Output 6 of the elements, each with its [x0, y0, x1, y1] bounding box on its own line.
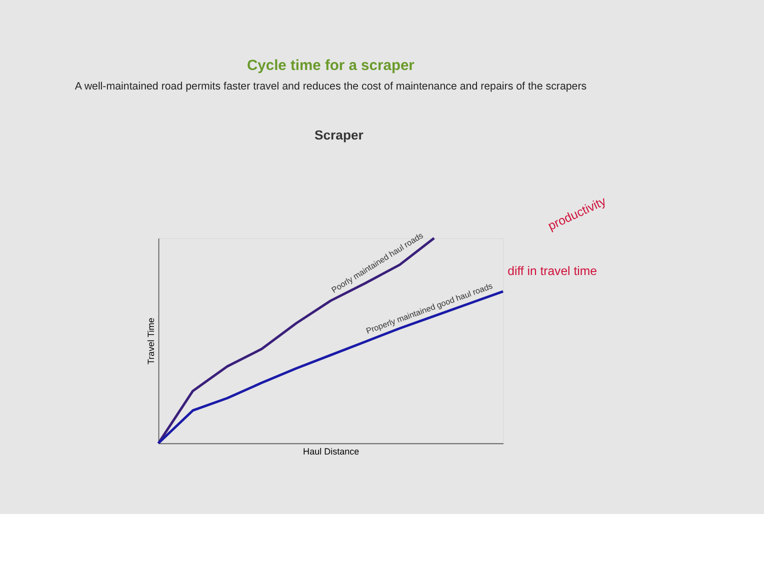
text: Scraper [314, 128, 364, 143]
chart-subtitle: A well-maintained road permits faster travel and reduces the cost of maintenance and repairs of the scrapers [74, 80, 587, 93]
text: diff in travel time [508, 264, 598, 278]
y-axis-title: Travel Time [146, 318, 156, 364]
x-axis-title: Haul Distance [303, 446, 360, 456]
chart-title: Cycle time for a scraper [246, 58, 415, 74]
